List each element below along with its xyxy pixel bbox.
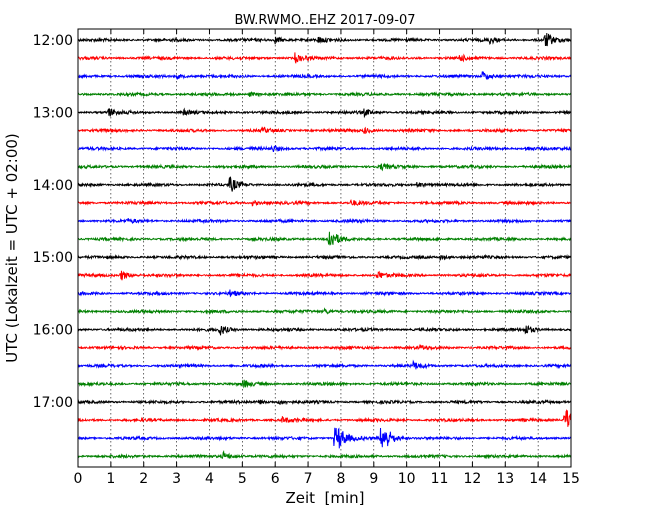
y-tick-label: 15:00 xyxy=(33,250,73,266)
trace-1630 xyxy=(77,359,572,370)
y-tick-label: 16:00 xyxy=(33,323,73,339)
x-tick-label: 5 xyxy=(238,471,247,487)
x-tick-label: 1 xyxy=(106,471,115,487)
trace-1500 xyxy=(77,253,572,262)
x-tick-label: 4 xyxy=(205,471,214,487)
x-tick-label: 14 xyxy=(529,471,547,487)
trace-1730 xyxy=(77,427,572,449)
x-tick-label: 6 xyxy=(271,471,280,487)
trace-1615 xyxy=(77,344,572,351)
trace-1330 xyxy=(77,144,572,153)
x-tick-label: 9 xyxy=(369,471,378,487)
y-axis: 12:00 13:00 14:00 15:00 16:00 17:00 xyxy=(33,33,571,411)
trace-1700 xyxy=(77,398,572,406)
plot-frame xyxy=(77,28,572,468)
trace-1545 xyxy=(77,307,572,315)
trace-1515 xyxy=(77,270,572,281)
trace-1745 xyxy=(77,450,572,460)
x-tick-label: 0 xyxy=(74,471,83,487)
trace-1345 xyxy=(77,162,572,172)
x-tick-label: 7 xyxy=(304,471,313,487)
x-tick-label: 11 xyxy=(431,471,449,487)
x-tick-label: 3 xyxy=(172,471,181,487)
x-axis: 0 1 2 3 4 5 6 7 8 9 10 11 12 13 14 15 xyxy=(74,29,580,487)
y-tick-label: 12:00 xyxy=(33,33,73,49)
y-axis-label: UTC (Lokalzeit = UTC + 02:00) xyxy=(3,133,21,363)
chart-title: BW.RWMO..EHZ 2017-09-07 xyxy=(234,13,415,28)
x-tick-label: 12 xyxy=(463,471,481,487)
x-axis-label: Zeit [min] xyxy=(285,489,364,507)
trace-1415 xyxy=(77,199,572,207)
minute-gridlines xyxy=(110,29,539,467)
trace-1530 xyxy=(77,289,572,298)
trace-1300 xyxy=(77,107,572,119)
trace-1200 xyxy=(77,32,572,47)
x-tick-label: 13 xyxy=(496,471,514,487)
y-tick-label: 14:00 xyxy=(33,178,73,194)
trace-1645 xyxy=(77,379,572,389)
trace-1215 xyxy=(77,52,572,64)
trace-1245 xyxy=(77,91,572,98)
x-tick-label: 2 xyxy=(139,471,148,487)
trace-1400 xyxy=(77,176,572,192)
x-tick-label: 8 xyxy=(336,471,345,487)
y-tick-label: 17:00 xyxy=(33,395,73,411)
x-tick-label: 10 xyxy=(398,471,416,487)
trace-1315 xyxy=(77,126,572,135)
trace-1445 xyxy=(77,231,572,246)
trace-1715 xyxy=(77,408,572,427)
y-tick-label: 13:00 xyxy=(33,105,73,121)
trace-1230 xyxy=(77,70,572,81)
x-tick-label: 15 xyxy=(562,471,580,487)
trace-1600 xyxy=(77,325,572,336)
trace-group xyxy=(77,32,572,460)
trace-1430 xyxy=(77,217,572,225)
